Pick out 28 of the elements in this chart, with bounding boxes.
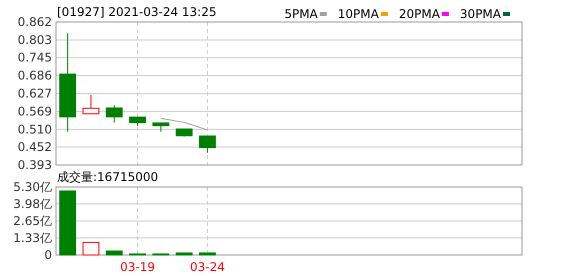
y-tick-label: 0.393	[18, 158, 52, 172]
x-tick-label: 03-24	[190, 260, 225, 274]
legend-label: 20PMA	[398, 7, 441, 21]
legend-label: 30PMA	[460, 7, 502, 21]
y-tick-label: 2.65亿	[13, 214, 52, 228]
legend-label: 5PMA	[284, 7, 319, 21]
y-tick-label: 0.627	[18, 86, 52, 101]
y-tick-label: 0.862	[18, 15, 52, 29]
legend-label: 10PMA	[338, 7, 380, 21]
y-tick-label: 3.98亿	[13, 196, 52, 211]
candlestick	[59, 32, 76, 132]
y-tick-label: 0.803	[18, 32, 52, 47]
x-tick-label: 03-19	[120, 260, 155, 274]
bar	[82, 242, 100, 256]
y-tick-label: 1.33亿	[13, 230, 52, 245]
chart-title: 成交量:16715000	[57, 170, 158, 184]
y-tick-label: 0.745	[18, 50, 52, 65]
y-tick-label: 0.686	[18, 68, 52, 83]
bar	[59, 190, 76, 256]
y-tick-label: 0.569	[18, 104, 52, 118]
y-tick-label: 0	[44, 248, 52, 262]
bar	[176, 252, 193, 256]
bar	[106, 250, 123, 256]
y-tick-label: 0.452	[18, 140, 52, 154]
y-tick-label: 5.30亿	[13, 180, 52, 194]
chart-title: [01927] 2021-03-24 13:25	[57, 5, 216, 19]
bar	[199, 252, 216, 256]
y-tick-label: 0.510	[18, 122, 52, 136]
